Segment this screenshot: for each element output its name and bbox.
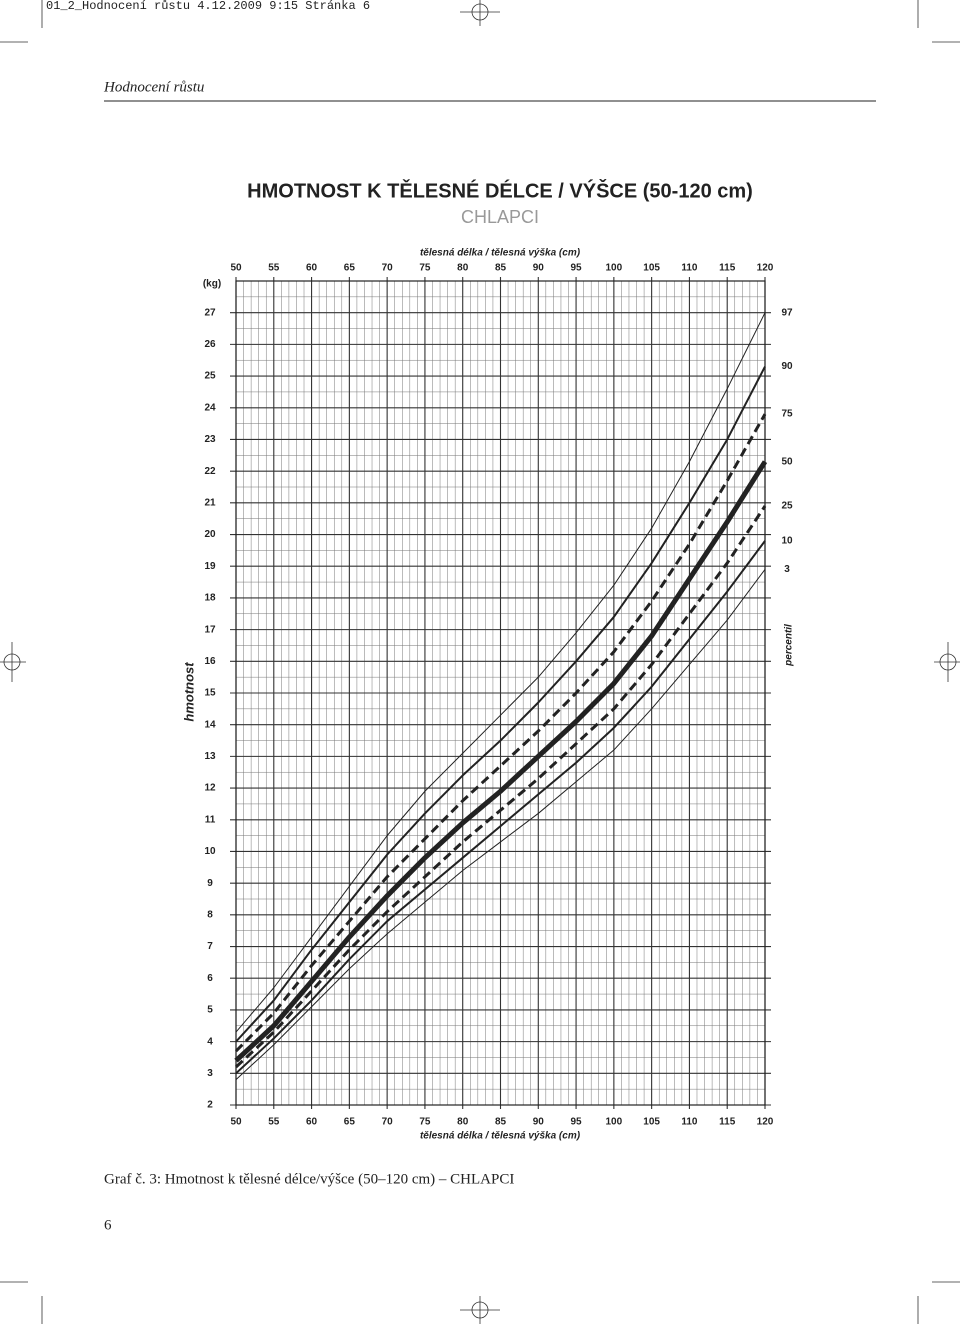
legend-title: percentil [784,624,795,667]
y-tick-label: 12 [204,783,216,794]
percentile-line [235,540,766,1075]
percentile-line [234,505,767,1069]
x-axis-label: tělesná délka / tělesná výška (cm) [420,1131,581,1142]
y-tick-label: 14 [204,719,216,730]
x-tick-label: 120 [757,1117,774,1128]
x-tick-label: 120 [757,263,774,274]
legend-label: 50 [781,456,793,467]
slug: 01_2_Hodnocení růstu 4.12.2009 9:15 Strá… [46,0,370,13]
x-axis-label: tělesná délka / tělesná výška (cm) [420,248,581,259]
legend-label: 3 [784,564,790,575]
x-tick-label: 50 [230,263,242,274]
running-header: Hodnocení růstu [103,79,204,95]
x-tick-label: 85 [495,1117,507,1128]
y-tick-label: 15 [204,688,216,699]
x-tick-label: 105 [643,1117,660,1128]
legend-label: 10 [781,536,793,547]
x-tick-label: 70 [382,263,394,274]
y-tick-label: 27 [204,307,216,318]
y-tick-label: 23 [204,434,216,445]
y-tick-label: 11 [205,814,216,825]
legend-label: 97 [781,307,793,318]
plot-frame [235,280,766,1106]
legend-label: 75 [781,409,793,420]
x-tick-label: 65 [344,263,356,274]
x-tick-label: 110 [681,1117,698,1128]
x-tick-label: 70 [382,1117,394,1128]
x-tick-label: 115 [719,1117,736,1128]
x-tick-label: 95 [571,1117,583,1128]
legend-label: 90 [781,361,793,372]
y-tick-label: 9 [207,878,213,889]
y-tick-label: 7 [207,941,213,952]
x-tick-label: 90 [533,1117,545,1128]
x-tick-label: 90 [533,263,545,274]
y-tick-label: 20 [204,529,216,540]
x-tick-label: 100 [606,1117,623,1128]
x-tick-label: 50 [230,1117,242,1128]
y-tick-label: 25 [204,371,216,382]
y-tick-label: 8 [207,909,213,920]
y-tick-label: 3 [207,1068,213,1079]
x-tick-label: 95 [571,263,583,274]
percentile-line [235,366,766,1043]
chart-subtitle: CHLAPCI [461,207,539,227]
y-tick-label: 13 [204,751,216,762]
x-tick-label: 60 [306,1117,318,1128]
chart-title: HMOTNOST K TĚLESNÉ DÉLCE / VÝŠCE (50-120… [247,178,753,202]
y-tick-label: 5 [207,1005,213,1016]
percentile-line [234,460,768,1063]
y-axis-label: hmotnost [181,662,196,722]
legend-label: 25 [781,501,793,512]
x-tick-label: 85 [495,263,507,274]
x-tick-label: 100 [606,263,623,274]
y-tick-label: 24 [204,402,216,413]
y-tick-label: 6 [207,973,213,984]
y-tick-label: 18 [204,593,216,604]
x-tick-label: 115 [719,263,736,274]
plot: 5050555560606565707075758080858590909595… [204,263,793,1128]
y-tick-label: 22 [204,466,216,477]
x-tick-label: 80 [457,1117,469,1128]
y-tick-label: 21 [204,497,216,508]
y-tick-label: 17 [204,624,216,635]
y-tick-label: 4 [207,1036,213,1047]
y-tick-label: 10 [204,846,216,857]
x-tick-label: 55 [268,263,280,274]
x-tick-label: 65 [344,1117,356,1128]
y-unit: (kg) [203,279,221,290]
percentile-line [235,312,766,1033]
x-tick-label: 75 [419,263,431,274]
percentile-line [234,413,767,1053]
percentile-line [235,569,766,1081]
x-tick-label: 105 [643,263,660,274]
caption: Graf č. 3: Hmotnost k tělesné délce/výšc… [104,1171,514,1187]
y-tick-label: 2 [207,1100,213,1111]
y-tick-label: 19 [204,561,216,572]
page-number: 6 [104,1217,112,1233]
x-tick-label: 80 [457,263,469,274]
x-tick-label: 55 [268,1117,280,1128]
x-tick-label: 110 [681,263,698,274]
y-tick-label: 16 [204,656,216,667]
x-tick-label: 75 [419,1117,431,1128]
x-tick-label: 60 [306,263,318,274]
y-tick-label: 26 [204,339,216,350]
